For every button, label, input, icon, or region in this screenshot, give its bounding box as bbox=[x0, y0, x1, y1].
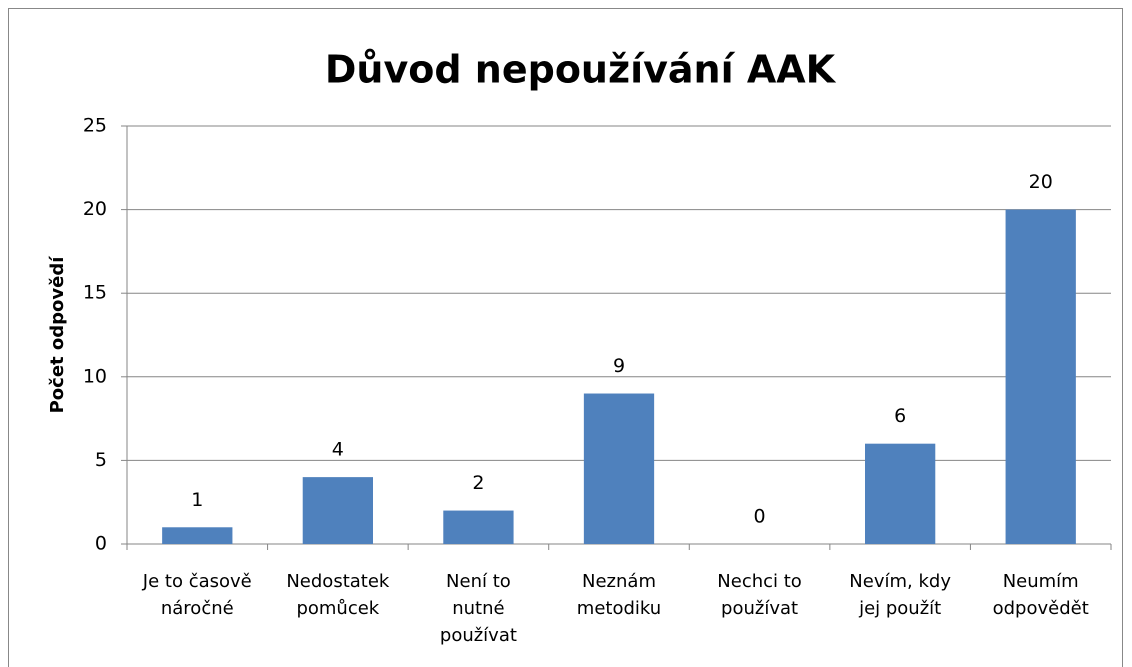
chart-title: Důvod nepoužívání AAK bbox=[325, 48, 837, 92]
x-tick-label: Nevím, kdy jej použít bbox=[849, 571, 951, 619]
x-tick-label: Nedostatek pomůcek bbox=[286, 571, 390, 619]
data-label: 2 bbox=[472, 472, 484, 494]
data-label: 20 bbox=[1029, 171, 1053, 193]
bar bbox=[162, 527, 233, 544]
y-tick-label: 25 bbox=[83, 115, 107, 137]
y-tick-label: 15 bbox=[83, 282, 107, 304]
bar bbox=[443, 510, 514, 544]
x-tick-label: Neumím odpovědět bbox=[992, 571, 1089, 619]
x-tick-label: Je to časově náročné bbox=[142, 571, 252, 619]
x-tick-label: Není to nutné používat bbox=[439, 571, 517, 646]
y-tick-label: 10 bbox=[83, 365, 107, 387]
x-tick-label: Nechci to používat bbox=[717, 571, 802, 619]
y-tick-label: 20 bbox=[83, 198, 107, 220]
y-tick-label: 5 bbox=[95, 449, 107, 471]
bar bbox=[583, 393, 655, 544]
y-axis-title: Počet odpovědí bbox=[47, 256, 68, 414]
data-label: 4 bbox=[332, 439, 344, 461]
bar bbox=[1005, 209, 1076, 544]
data-label: 9 bbox=[613, 355, 625, 377]
y-tick-label: 0 bbox=[95, 533, 107, 555]
chart-border bbox=[8, 8, 1123, 667]
bar bbox=[865, 443, 936, 544]
data-label: 6 bbox=[894, 405, 906, 427]
bar bbox=[302, 477, 373, 544]
data-label: 1 bbox=[191, 489, 203, 511]
x-tick-label: Neznám metodiku bbox=[576, 571, 662, 619]
data-label: 0 bbox=[754, 506, 766, 528]
